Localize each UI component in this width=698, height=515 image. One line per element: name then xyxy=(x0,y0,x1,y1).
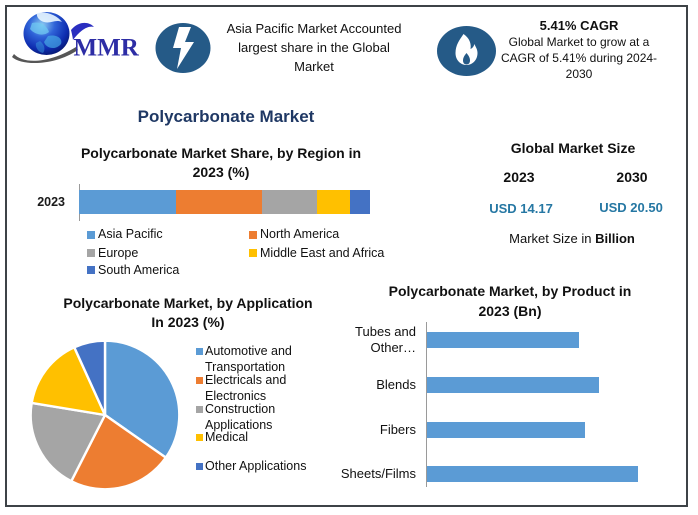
svg-text:MMR: MMR xyxy=(74,35,140,62)
